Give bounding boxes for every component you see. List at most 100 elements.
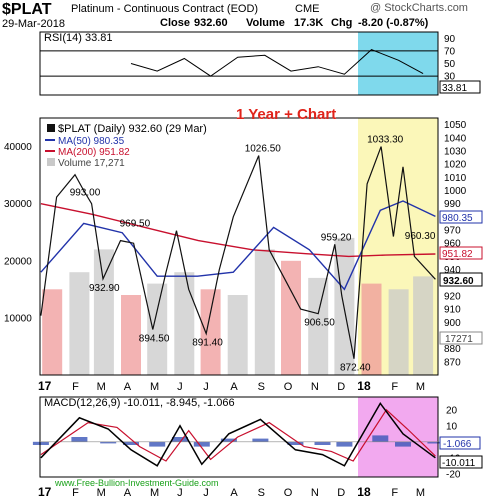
volume-bar: [147, 283, 168, 375]
price-annotation: 1026.50: [245, 144, 282, 155]
price-tick-label: 960: [444, 239, 461, 250]
x-tick-label: D: [337, 381, 345, 393]
chg-value: -8.20 (-0.87%): [358, 17, 429, 29]
close-label: Close: [160, 17, 190, 29]
x-tick-label: J: [177, 487, 183, 499]
x-tick-label: M: [150, 487, 159, 499]
price-tick-label: 910: [444, 305, 461, 316]
macd-histogram-bar: [372, 435, 389, 442]
x-tick-label: M: [97, 381, 106, 393]
volume-current-box: [439, 331, 483, 345]
macd-histogram-bar: [395, 441, 411, 447]
price-tick-label: 920: [444, 291, 461, 302]
price-annotation: 891.40: [192, 338, 223, 349]
x-tick-label: O: [284, 487, 293, 499]
macd-histogram-bar: [100, 441, 117, 444]
legend-volume-swatch: [47, 158, 55, 166]
macd-hist-current-label: -1.066: [443, 439, 472, 450]
macd-histogram-bar: [427, 441, 444, 444]
volume-tick-label: 30000: [4, 199, 32, 210]
x-tick-label: N: [311, 487, 319, 499]
macd-histogram-bar: [336, 441, 353, 447]
volume-bar: [227, 295, 248, 375]
price-tick-label: 1020: [444, 160, 467, 171]
rsi-tick-label: 70: [444, 46, 456, 57]
price-tick-label: 870: [444, 357, 461, 368]
close-value: 932.60: [194, 17, 228, 29]
volume-bar: [388, 289, 409, 375]
volume-bar: [121, 295, 141, 375]
ma200-legend: MA(200) 951.82: [58, 147, 130, 158]
volume-bar: [69, 272, 90, 375]
watermark: @ StockCharts.com: [370, 2, 468, 14]
x-tick-label: F: [72, 381, 79, 393]
macd-histogram-bar: [71, 437, 88, 442]
macd-signal-series: [40, 408, 436, 462]
macd-frame: [39, 396, 439, 478]
overlay-title: 1 Year + Chart: [236, 106, 336, 123]
volume-tick-label: 40000: [4, 142, 32, 153]
symbol-title: $PLAT: [2, 1, 52, 18]
price-tick-label: 1010: [444, 173, 467, 184]
volume-label: Volume: [246, 17, 285, 29]
price-tick-label: 1050: [444, 120, 467, 131]
macd-current-label: -10.011: [442, 458, 476, 469]
price-series: [40, 146, 436, 359]
ma50-legend: MA(50) 980.35: [58, 136, 125, 147]
macd-hist-current-box: [439, 436, 481, 450]
rsi-frame: [39, 31, 439, 96]
macd-histogram-bar: [32, 441, 49, 445]
x-axis-middle: 17 F M A M J J A S O N D 18 F M: [38, 379, 425, 393]
price-tick-label: 1000: [444, 186, 467, 197]
macd-panel: -20-1001020 MACD(12,26,9) -10.011, -8.94…: [32, 396, 483, 488]
x-tick-label: 17: [38, 379, 52, 393]
price-current-box: [439, 272, 483, 287]
x-tick-label: A: [230, 487, 238, 499]
volume-bar: [93, 249, 114, 375]
rsi-highlight: [358, 32, 438, 95]
x-tick-label: A: [230, 381, 238, 393]
ma50-current-label: 980.35: [442, 213, 473, 224]
rsi-panel: 1030507090 RSI(14) 33.81 33.81: [39, 31, 481, 96]
price-panel: 8708808909009109209309409509609709809901…: [4, 106, 483, 376]
rsi-current-box: [439, 80, 481, 94]
chg-label: Chg: [331, 17, 353, 29]
x-tick-label: S: [258, 487, 265, 499]
x-tick-label: M: [150, 381, 159, 393]
x-tick-label: 18: [357, 485, 371, 499]
x-tick-label: J: [177, 381, 183, 393]
x-tick-label: F: [391, 487, 398, 499]
macd-histogram-bar: [172, 437, 188, 442]
x-tick-label: A: [124, 487, 132, 499]
x-tick-label: D: [337, 487, 345, 499]
date-label: 29-Mar-2018: [2, 18, 65, 30]
rsi-current-label: 33.81: [442, 83, 467, 94]
x-tick-label: 17: [38, 485, 52, 499]
x-axis-bottom: 17 F M A M J J A S O N D 18 F M: [38, 485, 425, 499]
macd-histogram-bar: [123, 441, 139, 445]
instrument-name: Platinum - Continuous Contract (EOD): [71, 3, 259, 15]
volume-tick-label: 20000: [4, 256, 32, 267]
macd-current-box: [439, 455, 483, 469]
rsi-tick-label: 30: [444, 72, 456, 83]
rsi-tick-label: 50: [444, 59, 456, 70]
x-tick-label: J: [203, 381, 209, 393]
price-annotation: 872.40: [340, 363, 371, 374]
volume-bar: [361, 283, 382, 375]
volume-bar: [254, 249, 275, 375]
volume-bar: [308, 277, 329, 375]
price-tick-label: 1040: [444, 133, 467, 144]
price-annotation: 969.50: [120, 219, 151, 230]
macd-histogram-bar: [220, 438, 237, 442]
volume-bar: [174, 272, 195, 375]
ma200-current-label: 951.82: [442, 249, 473, 260]
macd-histogram-bar: [149, 441, 166, 447]
price-annotation: 906.50: [304, 318, 335, 329]
price-annotation: 993.00: [70, 188, 101, 199]
price-tick-label: 970: [444, 226, 461, 237]
macd-histogram-bar: [314, 441, 331, 445]
volume-bar: [281, 260, 301, 375]
x-tick-label: F: [391, 381, 398, 393]
